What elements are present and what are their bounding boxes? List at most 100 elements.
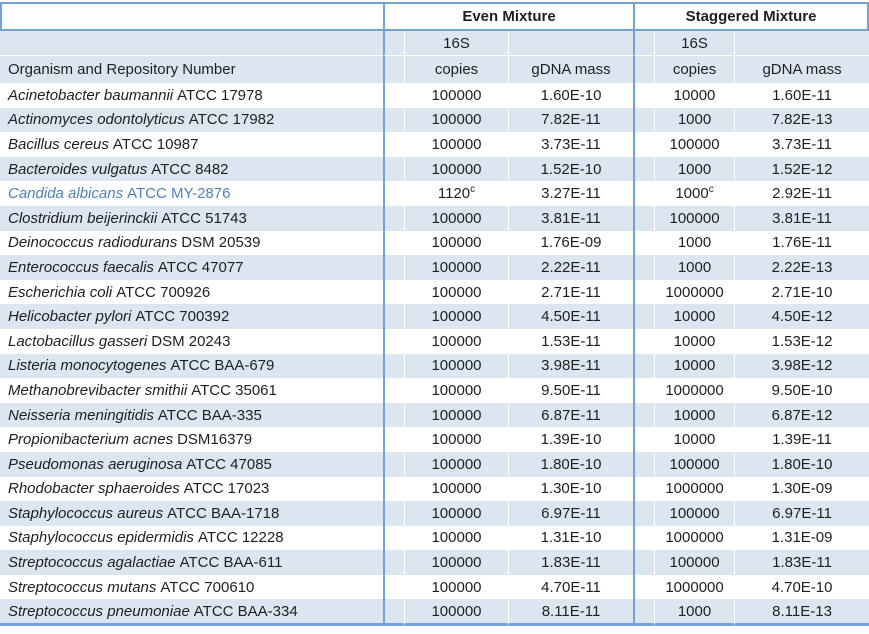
even-gdna-mass-cell: 1.39E-10 [508,427,633,452]
even-16s-copies-cell: 100000 [404,476,508,502]
staggered-gdna-mass-cell: 1.83E-11 [734,550,869,575]
staggered-gdna-mass-value: 1.31E-09 [771,529,833,547]
organism-strain-id: ATCC BAA-335 [157,406,262,424]
even-gdna-mass-cell: 2.71E-11 [508,279,633,305]
even-gdna-mass-cell: 1.53E-11 [508,328,633,354]
even-16s-copies-value: 100000 [431,234,482,252]
spacer-cell [383,181,404,206]
organism-species-name: Propionibacterium acnes [8,431,174,449]
staggered-16s-copies-cell: 1000000 [654,476,734,502]
spacer-cell [383,451,404,477]
even-gdna-mass-cell: 1.52E-10 [508,156,634,182]
spacer-cell [633,132,654,157]
organism-cell: Staphylococcus aureus ATCC BAA-1718 [0,501,383,526]
organism-species-name: Streptococcus mutans [8,578,157,596]
spacer-cell [633,31,655,56]
spacer-cell [383,83,404,108]
staggered-16s-copies-cell: 1000000 [654,525,734,551]
organism-strain-id: ATCC BAA-611 [179,554,283,572]
table-row: Staphylococcus epidermidis ATCC 12228 1000… [0,525,869,551]
even-gdna-mass-value: 3.98E-11 [541,357,601,375]
staggered-gdna-mass-value: 2.92E-11 [772,185,832,203]
even-16s-copies-value: 100000 [431,135,482,153]
even-16s-copies-value: 100000 [431,602,482,620]
staggered-gdna-mass-cell: 7.82E-13 [734,107,869,133]
even-16s-copies-cell: 100000 [404,255,508,280]
organism-cell: Deinococcus radiodurans DSM 20539 [0,231,383,256]
staggered-16s-copies-value: 1000 [677,111,712,129]
staggered-16s-copies-cell: 10000 [654,353,735,379]
staggered-gdna-mass-value: 4.70E-10 [771,578,833,596]
spacer-cell [383,279,404,305]
staggered-16s-copies-value: 10000 [673,406,716,424]
table-row: Streptococcus agalactiae ATCC BAA-611 1000… [0,550,869,575]
staggered-16s-copies-cell: 1000 [654,599,735,627]
staggered-16s-copies-value: 10000 [673,431,716,449]
organism-cell: Pseudomonas aeruginosa ATCC 47085 [0,451,383,477]
table-row: Neisseria meningitidis ATCC BAA-335 100000… [0,402,869,428]
even-16s-copies-value: 100000 [431,209,482,227]
staggered-16s-copies-cell: 10000 [654,402,735,428]
staggered-gdna-mass-cell: 2.71E-10 [734,279,869,305]
even-gdna-mass-value: 9.50E-11 [541,381,601,399]
table-row: Propionibacterium acnes DSM16379 100000 1.3… [0,427,869,452]
spacer-cell [383,230,404,256]
even-gdna-mass-cell: 3.73E-11 [508,132,633,157]
even-gdna-mass-cell: 1.83E-11 [508,550,634,575]
subheader-labels-row: Organism and Repository Number copies gD… [0,56,869,83]
even-gdna-mass-value: 3.81E-11 [541,209,601,227]
organism-cell: Methanobrevibacter smithii ATCC 35061 [0,378,383,403]
table-row: Candida albicans ATCC MY-2876 1120c 3.27E-1… [0,181,869,206]
staggered-gdna-mass-value: 1.83E-11 [772,554,832,572]
even-gdna-mass-cell: 1.76E-09 [508,230,633,256]
organism-cell: Rhodobacter sphaeroides ATCC 17023 [0,477,383,502]
staggered-gdna-mass-value: 8.11E-13 [772,602,832,620]
spacer-cell [383,56,404,83]
staggered-16s-copies-value: 1000000 [665,381,724,399]
even-gdna-mass-cell: 6.87E-11 [508,402,634,428]
spacer-cell [633,83,654,108]
spacer-cell [633,181,654,206]
table-row: Methanobrevibacter smithii ATCC 35061 1000… [0,378,869,403]
staggered-gdna-mass-value: 3.73E-11 [772,135,832,153]
staggered-16s-copies-cell: 100000 [654,501,735,526]
staggered-gdna-mass-value: 3.81E-11 [772,209,832,227]
staggered-gdna-mass-cell: 1.52E-12 [734,156,869,182]
even-16s-copies-cell: 100000 [404,230,508,256]
staggered-gdna-mass-value: 2.71E-10 [771,283,833,301]
staggered-16s-copies-value: 1000000 [665,480,724,498]
organism-strain-id: DSM 20243 [151,332,231,350]
spacer-cell [383,205,404,231]
spacer-cell [633,599,655,627]
organism-cell: Acinetobacter baumannii ATCC 17978 [0,83,383,108]
staggered-16s-copies-value: 10000 [673,357,716,375]
spacer-cell [633,476,654,502]
staggered-gdna-mass-value: 1.52E-12 [771,160,833,178]
spacer-cell [383,328,404,354]
staggered-gdna-mass-cell: 1.76E-11 [734,230,869,256]
organism-strain-id: ATCC BAA-334 [193,602,298,620]
organism-species-name: Clostridium beijerinckii [8,209,158,227]
spacer-cell [383,427,404,452]
even-16s-copies-value: 1120 [437,185,471,203]
organism-strain-id: ATCC 47085 [186,455,272,473]
spacer-cell [633,353,655,379]
even-16s-copies-cell: 100000 [404,156,508,182]
organism-cell: Lactobacillus gasseri DSM 20243 [0,329,383,354]
organism-cell: Actinomyces odontolyticus ATCC 17982 [0,107,383,133]
spacer-cell [383,402,404,428]
organism-species-name: Staphylococcus epidermidis [8,529,194,547]
staggered-gdna-mass-value: 9.50E-10 [771,381,833,399]
even-gdna-mass-cell: 7.82E-11 [508,107,634,133]
staggered-gdna-mass-cell: 1.80E-10 [734,451,869,477]
even-16s-copies-value: 100000 [431,258,482,276]
even-gdna-mass-cell: 3.98E-11 [508,353,634,379]
organism-cell: Bacillus cereus ATCC 10987 [0,132,383,157]
empty-cell [508,31,634,56]
organism-strain-id: ATCC 700392 [135,308,230,326]
organism-cell: Neisseria meningitidis ATCC BAA-335 [0,402,383,428]
spacer-cell [633,107,655,133]
even-gdna-mass-cell: 6.97E-11 [508,501,634,526]
spacer-cell [633,328,654,354]
staggered-gdna-mass-cell: 4.50E-12 [734,304,869,329]
